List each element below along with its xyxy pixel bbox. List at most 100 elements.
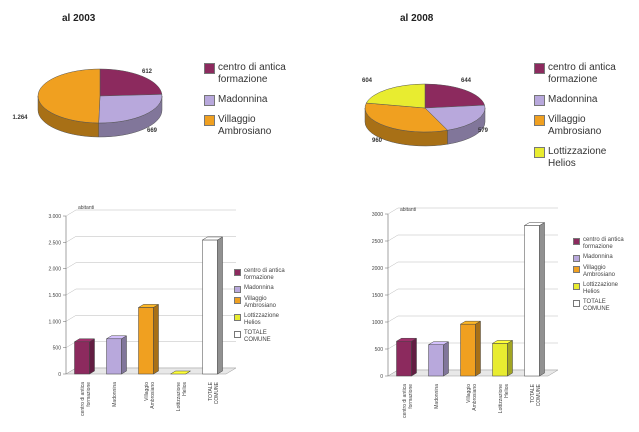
pie-data-label-1-0: 644	[461, 78, 472, 84]
y-tick-label: 1.000	[48, 319, 61, 325]
gridline-side	[65, 209, 77, 217]
bar-2-0	[74, 341, 90, 375]
legend-swatch	[573, 255, 580, 262]
bar-side-3-4	[539, 222, 545, 377]
y-tick-label: 2500	[372, 239, 383, 245]
bar-3-2	[460, 323, 476, 377]
pie-0: 612 669 1.264	[12, 68, 163, 138]
x-tick-label: centro di anticaformazione	[80, 382, 92, 416]
bar-top-2-3	[169, 370, 192, 375]
legend-swatch	[573, 300, 580, 307]
y-tick-label: 3000	[372, 212, 383, 218]
y-tick-label: 1.500	[48, 293, 61, 299]
bar-3-3	[492, 343, 508, 377]
bar-top-3-0	[395, 337, 418, 342]
x-tick-label: Madonnina	[434, 384, 440, 409]
bar-2-4	[202, 239, 218, 375]
legend-label: Madonnina	[218, 94, 268, 105]
y-tick-label: 1500	[372, 293, 383, 299]
legend-label: Madonnina	[583, 254, 613, 260]
bar-side-2-0	[89, 338, 95, 375]
bar-side-3-2	[475, 320, 481, 377]
legend-swatch	[234, 286, 241, 293]
legend-label: centro di antica formazione	[583, 237, 624, 250]
legend-label: Villaggio Ambrosiano	[548, 114, 602, 137]
y-tick-label: 0	[380, 374, 383, 380]
gridline-side	[65, 315, 77, 322]
x-tick-label: VillaggioAmbrosiano	[466, 384, 478, 411]
y-tick-label: 500	[375, 347, 384, 353]
pie-data-label-0-2: 1.264	[12, 115, 28, 121]
bar-top-3-2	[459, 320, 482, 325]
legend-swatch	[204, 63, 215, 74]
pie-slice-0-2	[37, 68, 101, 124]
bar-side-3-3	[507, 339, 513, 377]
legend-item: centro di antica formazione	[573, 237, 624, 251]
legend-item: centro di antica formazione	[534, 62, 616, 86]
legend-bar-2008: centro di antica formazione Madonnina Vill…	[573, 237, 624, 316]
bar-2-2	[138, 307, 154, 375]
legend-swatch	[234, 314, 241, 321]
y-axis-label: abitanti	[400, 207, 416, 213]
legend-label: centro di antica formazione	[548, 62, 616, 85]
pie-data-label-0-1: 669	[147, 128, 158, 134]
legend-label: Villaggio Ambrosiano	[218, 114, 272, 137]
bar-top-3-1	[427, 341, 450, 345]
y-tick-label: 3.000	[48, 214, 61, 220]
legend-label: TOTALE COMUNE	[244, 330, 271, 343]
legend-item: Villaggio Ambrosiano	[573, 265, 624, 279]
legend-item: TOTALE COMUNE	[234, 330, 285, 344]
legend-swatch	[534, 63, 545, 74]
bar-top-3-3	[491, 340, 514, 344]
legend-swatch	[573, 266, 580, 273]
pie-slice-1-3	[365, 83, 426, 109]
pie-slice-1-2	[364, 102, 449, 133]
bar-chart-3: 0 500 1000 1500 2000 2500 3000 abitanti centro d…	[372, 207, 559, 418]
y-tick-label: 2000	[372, 266, 383, 272]
bar-3-4	[524, 225, 540, 377]
legend-label: centro di antica formazione	[244, 268, 285, 281]
x-tick-label: centro di anticaformazione	[402, 384, 414, 418]
chart-title-2003: al 2003	[62, 13, 96, 24]
legend-item: TOTALE COMUNE	[573, 299, 624, 313]
bar-side-3-1	[443, 341, 449, 377]
legend-label: Villaggio Ambrosiano	[244, 296, 277, 309]
pie-slice-1-0	[424, 83, 485, 109]
bar-side-2-4	[217, 236, 223, 375]
legend-swatch	[534, 147, 545, 158]
legend-item: Villaggio Ambrosiano	[234, 296, 285, 310]
y-tick-label: 2.000	[48, 267, 61, 273]
pie-data-label-1-3: 604	[362, 78, 373, 84]
legend-label: Madonnina	[244, 285, 274, 291]
bar-side-3-0	[411, 337, 417, 377]
legend-item: Madonnina	[534, 94, 616, 106]
gridline-side	[387, 234, 399, 242]
legend-item: Villaggio Ambrosiano	[534, 114, 616, 138]
legend-item: Madonnina	[573, 254, 624, 262]
bar-3-0	[396, 340, 412, 377]
legend-item: Madonnina	[234, 285, 285, 293]
gridline-side	[65, 288, 77, 296]
x-tick-label: VillaggioAmbrosiano	[144, 382, 156, 409]
legend-item: Lottizzazione Helios	[573, 282, 624, 296]
y-tick-label: 0	[58, 372, 61, 378]
legend-swatch	[573, 238, 580, 245]
legend-item: Madonnina	[204, 94, 286, 106]
pie-slice-0-0	[99, 68, 163, 97]
gridline-side	[65, 236, 77, 243]
x-tick-label: LottizzazioneHelios	[498, 384, 510, 414]
x-tick-label: LottizzazioneHelios	[176, 382, 188, 412]
legend-pie-2008: centro di antica formazione Madonnina Vill…	[534, 62, 616, 178]
legend-item: Villaggio Ambrosiano	[204, 114, 286, 138]
bar-top-3-4	[523, 222, 546, 226]
y-tick-label: 2.500	[48, 240, 61, 246]
legend-swatch	[534, 95, 545, 106]
bar-top-2-0	[73, 338, 96, 343]
bar-chart-2: 0 500 1.000 1.500 2.000 2.500 3.000 abitanti cen…	[48, 205, 237, 416]
pie-slice-0-1	[98, 94, 163, 124]
legend-item: Lottizzazione Helios	[234, 313, 285, 327]
chart-title-2008: al 2008	[400, 13, 434, 24]
bar-side-2-2	[153, 303, 159, 375]
legend-pie-2003: centro di antica formazione Madonnina Vill…	[204, 62, 286, 146]
bar-side-2-1	[121, 335, 127, 375]
